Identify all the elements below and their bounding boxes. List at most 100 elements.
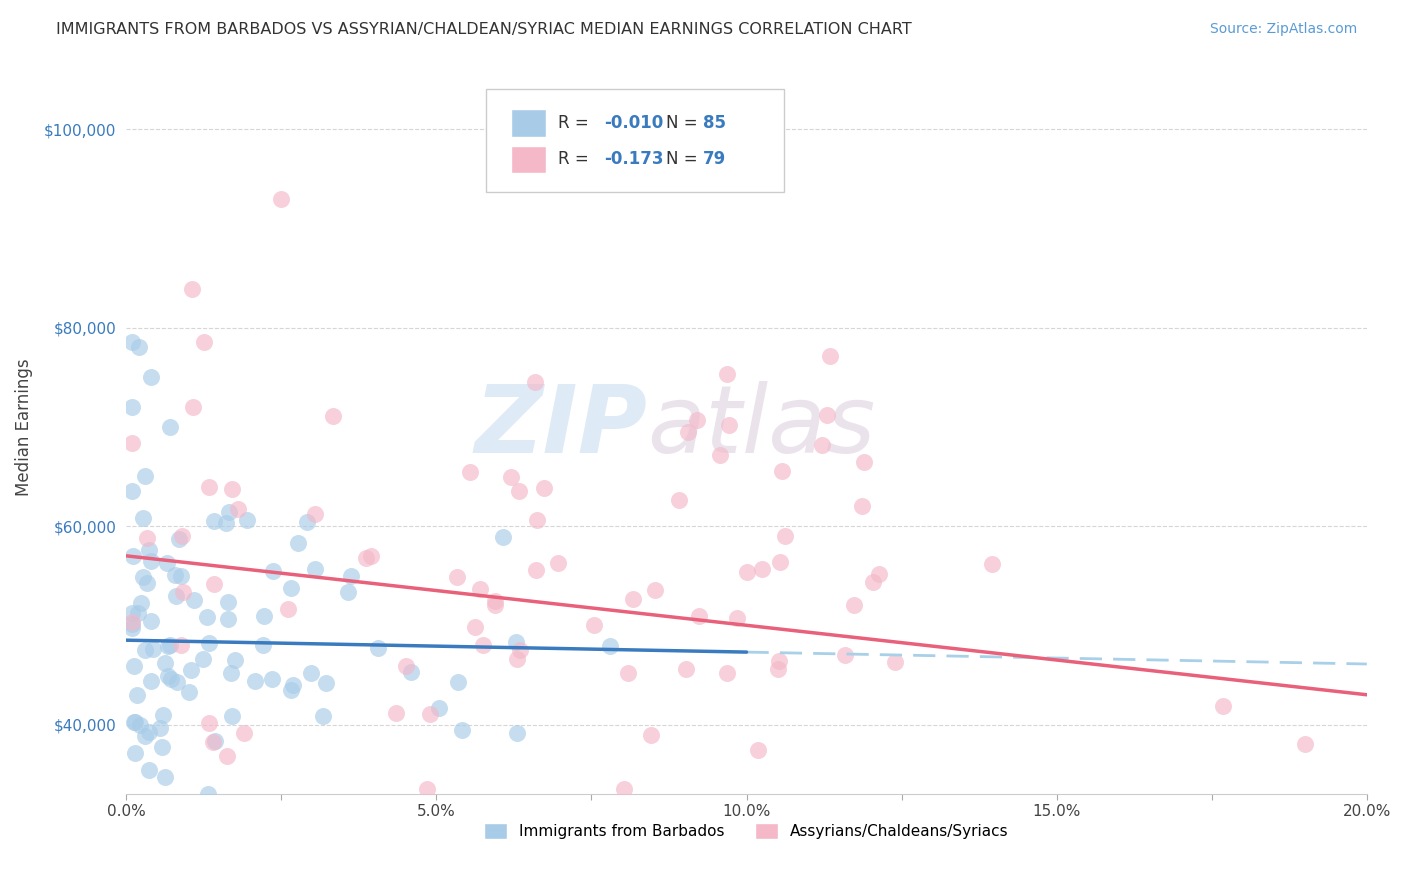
- Point: [153, 771, 176, 785]
- Point: [167, 532, 190, 546]
- Point: [509, 643, 531, 657]
- Point: [204, 733, 226, 747]
- Point: [138, 725, 160, 739]
- Point: [260, 672, 283, 686]
- Point: [134, 643, 156, 657]
- Point: [198, 480, 221, 494]
- Point: [156, 874, 179, 888]
- Point: [136, 531, 159, 545]
- Point: [179, 685, 201, 699]
- Point: [121, 435, 143, 450]
- FancyBboxPatch shape: [486, 89, 783, 192]
- Point: [685, 413, 707, 427]
- Point: [367, 640, 389, 655]
- Point: [766, 662, 789, 676]
- Point: [458, 465, 481, 479]
- Point: [818, 349, 841, 363]
- Point: [215, 748, 238, 763]
- Point: [197, 787, 219, 801]
- Legend: Immigrants from Barbados, Assyrians/Chaldeans/Syriacs: Immigrants from Barbados, Assyrians/Chal…: [478, 817, 1015, 845]
- Point: [484, 598, 506, 612]
- Text: IMMIGRANTS FROM BARBADOS VS ASSYRIAN/CHALDEAN/SYRIAC MEDIAN EARNINGS CORRELATION: IMMIGRANTS FROM BARBADOS VS ASSYRIAN/CHA…: [56, 22, 912, 37]
- Point: [304, 562, 326, 576]
- Point: [709, 448, 731, 462]
- Point: [747, 742, 769, 756]
- Point: [688, 608, 710, 623]
- Point: [149, 721, 172, 735]
- Point: [644, 583, 666, 598]
- Point: [451, 723, 474, 737]
- Point: [139, 674, 162, 689]
- Text: Source: ZipAtlas.com: Source: ZipAtlas.com: [1209, 22, 1357, 37]
- Point: [156, 639, 179, 653]
- Point: [312, 709, 335, 723]
- Point: [138, 543, 160, 558]
- Point: [280, 582, 302, 596]
- Point: [159, 419, 181, 434]
- Point: [716, 665, 738, 680]
- Point: [981, 557, 1004, 571]
- Point: [505, 634, 527, 648]
- Point: [253, 608, 276, 623]
- Point: [232, 726, 254, 740]
- Point: [156, 556, 179, 570]
- Point: [533, 481, 555, 495]
- Point: [523, 375, 546, 389]
- Point: [166, 675, 188, 690]
- Point: [221, 708, 243, 723]
- Point: [1294, 738, 1316, 752]
- Point: [136, 576, 159, 591]
- Point: [582, 617, 605, 632]
- Point: [191, 652, 214, 666]
- Point: [526, 513, 548, 527]
- Point: [169, 639, 191, 653]
- Point: [156, 669, 179, 683]
- Point: [195, 609, 218, 624]
- Point: [129, 596, 152, 610]
- Point: [621, 591, 644, 606]
- Point: [337, 585, 360, 599]
- Point: [506, 726, 529, 740]
- Point: [281, 678, 304, 692]
- Point: [124, 714, 146, 729]
- Point: [202, 577, 225, 591]
- Point: [134, 469, 156, 483]
- Point: [354, 550, 377, 565]
- Point: [142, 642, 165, 657]
- Text: atlas: atlas: [647, 381, 876, 472]
- Point: [165, 589, 187, 603]
- Point: [159, 638, 181, 652]
- Point: [201, 735, 224, 749]
- Point: [122, 659, 145, 673]
- Point: [243, 673, 266, 688]
- Point: [121, 617, 143, 632]
- Point: [447, 675, 470, 690]
- Point: [193, 334, 215, 349]
- Point: [844, 598, 866, 612]
- Point: [468, 582, 491, 596]
- Point: [221, 482, 243, 496]
- Point: [295, 516, 318, 530]
- Point: [160, 672, 183, 686]
- Point: [382, 822, 405, 836]
- Text: N =: N =: [666, 151, 703, 169]
- Point: [395, 659, 418, 673]
- Point: [132, 511, 155, 525]
- Point: [217, 595, 239, 609]
- Point: [121, 334, 143, 349]
- Point: [287, 536, 309, 550]
- Point: [599, 639, 621, 653]
- Point: [198, 715, 221, 730]
- Point: [215, 516, 238, 530]
- Text: 85: 85: [703, 114, 725, 132]
- Point: [851, 499, 873, 513]
- Point: [811, 438, 834, 452]
- Point: [121, 621, 143, 635]
- Point: [817, 408, 839, 422]
- Point: [180, 663, 202, 677]
- Text: R =: R =: [558, 151, 593, 169]
- Point: [270, 192, 292, 206]
- Point: [262, 565, 284, 579]
- Point: [505, 652, 527, 666]
- Point: [224, 652, 246, 666]
